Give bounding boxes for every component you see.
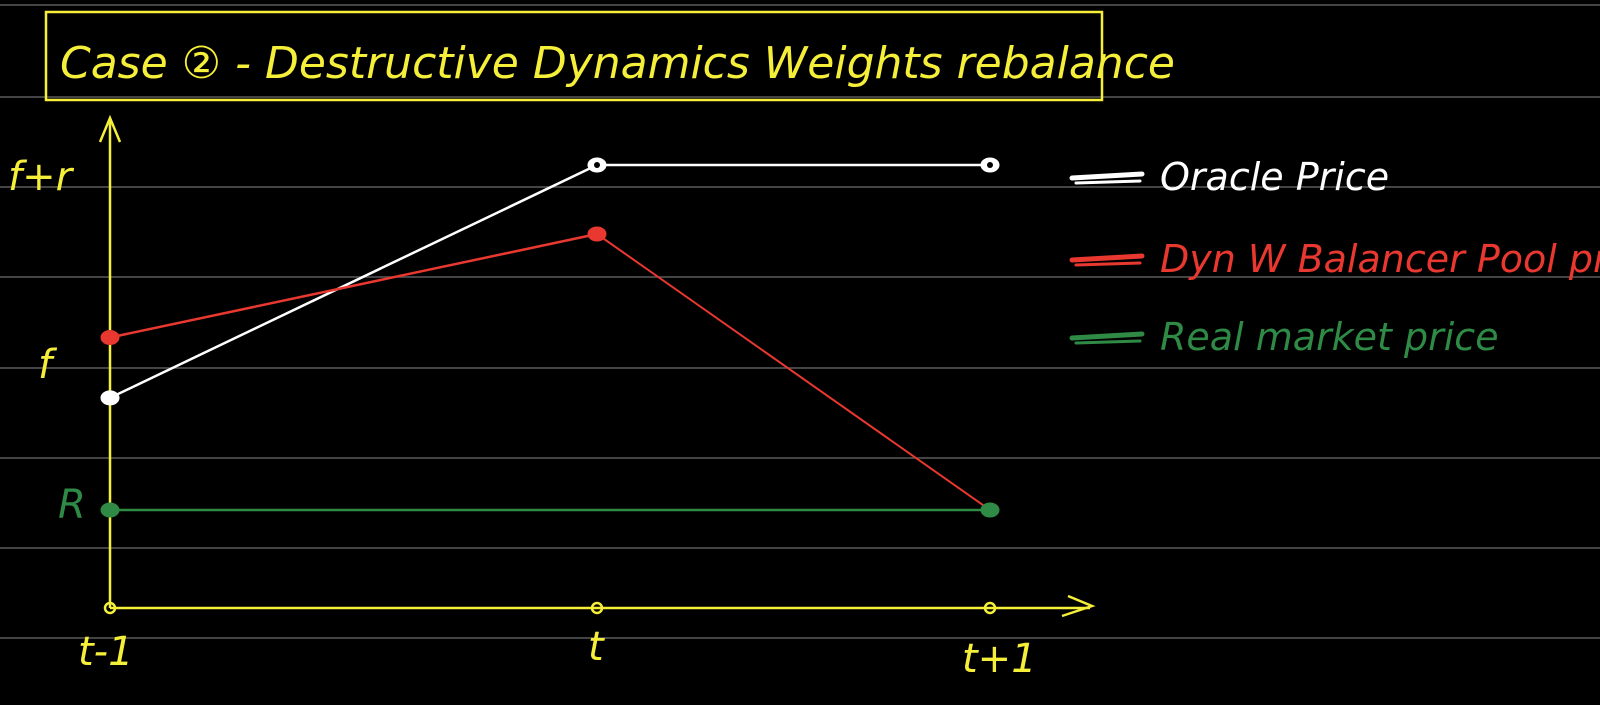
y-tick-label: f+r xyxy=(8,154,75,200)
data-point-real xyxy=(980,502,1000,518)
legend-label-oracle: Oracle Price xyxy=(1160,155,1389,199)
legend-swatch-real xyxy=(1069,331,1145,341)
data-point-oracle-center xyxy=(594,162,600,168)
series-line-pool xyxy=(109,232,598,339)
x-tick-label: t+1 xyxy=(962,636,1037,682)
chart-title: Case ② - Destructive Dynamics Weights re… xyxy=(60,38,1175,89)
y-axis-arrowhead xyxy=(98,114,122,143)
legend-swatch-stroke xyxy=(1074,261,1142,267)
chart-title-box: Case ② - Destructive Dynamics Weights re… xyxy=(44,10,1175,102)
chart-tick-labels: t-1 t t+1 f+r f R xyxy=(8,154,1037,682)
y-tick-label: R xyxy=(58,482,86,528)
x-axis-arrowhead xyxy=(1061,594,1096,618)
data-point-pool xyxy=(587,226,607,242)
legend-swatch-stroke xyxy=(1074,339,1142,345)
x-tick-dot xyxy=(103,601,117,615)
legend-label-pool: Dyn W Balancer Pool price xyxy=(1160,237,1600,281)
data-point-oracle xyxy=(100,390,120,406)
chart-points xyxy=(100,157,1000,615)
x-tick-dot xyxy=(590,601,604,615)
title-frame xyxy=(44,10,1104,102)
ruled-background-lines xyxy=(0,4,1600,639)
legend-swatch-oracle xyxy=(1069,171,1145,181)
legend-swatch-pool xyxy=(1069,253,1145,263)
legend-swatch-stroke xyxy=(1074,179,1142,185)
x-tick-label: t-1 xyxy=(78,629,134,675)
y-tick-label: f xyxy=(38,342,58,388)
data-point-oracle-center xyxy=(987,162,993,168)
data-point-pool xyxy=(100,330,120,345)
series-line-pool-drop xyxy=(596,233,991,511)
x-tick-dot xyxy=(983,601,997,615)
data-point-real xyxy=(100,502,120,518)
legend-label-real: Real market price xyxy=(1160,315,1499,359)
series-line-oracle xyxy=(109,163,990,400)
chart-legend: Oracle Price Dyn W Balancer Pool price Rea… xyxy=(1069,155,1600,359)
x-tick-label: t xyxy=(588,624,605,670)
chart-axes xyxy=(98,114,1096,618)
